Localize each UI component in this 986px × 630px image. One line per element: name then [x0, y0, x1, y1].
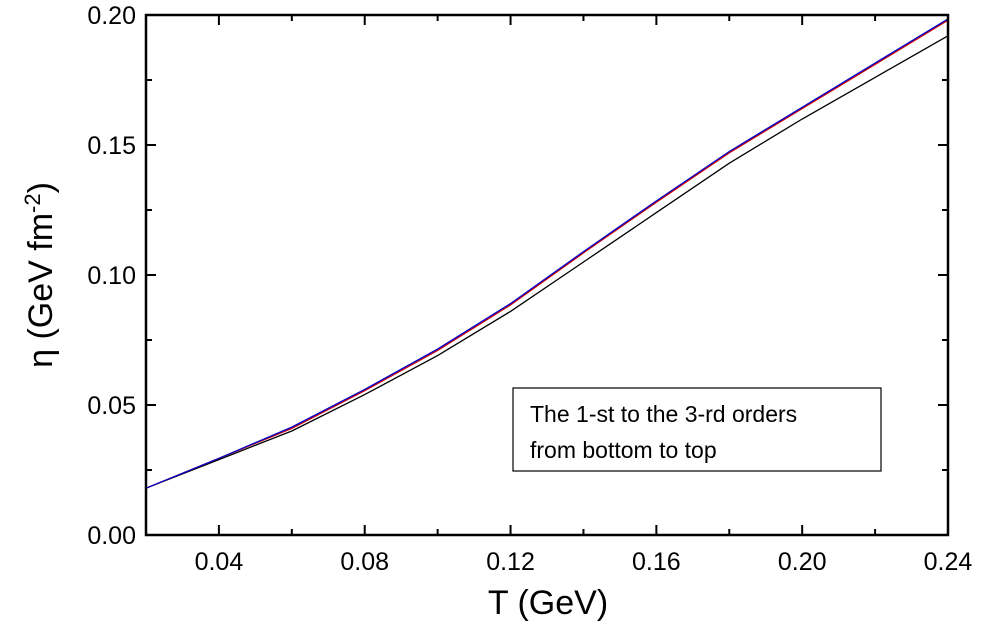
y-axis-title: η (GeV fm-2) [20, 182, 61, 368]
x-tick-label: 0.08 [340, 548, 389, 576]
axis-tick-labels: 0.04 0.08 0.12 0.16 0.20 0.24 0.00 0.05 0.10 0.15… [87, 2, 972, 576]
annotation-line-2: from bottom to top [530, 437, 717, 463]
x-tick-label: 0.12 [486, 548, 535, 576]
y-axis-title-close: ) [22, 182, 60, 193]
y-tick-label: 0.10 [87, 262, 136, 290]
x-axis-title: T (GeV) [488, 584, 608, 622]
x-tick-label: 0.20 [778, 548, 827, 576]
x-tick-label: 0.04 [195, 548, 244, 576]
x-tick-label: 0.24 [924, 548, 973, 576]
y-tick-label: 0.15 [87, 132, 136, 160]
series-line-2 [145, 19, 949, 489]
series-line-1 [145, 35, 949, 489]
y-axis-title-superscript: -2 [20, 193, 45, 213]
y-tick-label: 0.20 [87, 2, 136, 30]
y-tick-label: 0.05 [87, 392, 136, 420]
y-tick-label: 0.00 [87, 522, 136, 550]
annotation-line-1: The 1-st to the 3-rd orders [530, 401, 797, 427]
y-axis-title-main: η (GeV fm [22, 213, 60, 368]
plot-frame [144, 13, 950, 537]
series-group [145, 18, 949, 489]
series-line-3 [145, 18, 949, 489]
legend-box: The 1-st to the 3-rd orders from bottom … [512, 387, 882, 472]
x-tick-label: 0.16 [632, 548, 681, 576]
